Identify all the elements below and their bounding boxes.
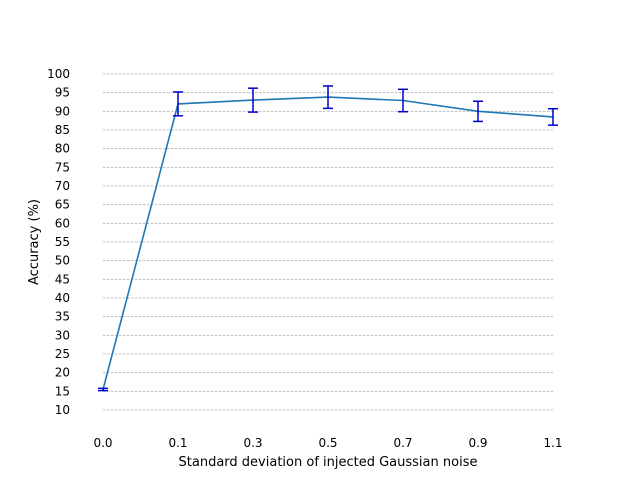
- y-tick-label-20: 20: [55, 366, 70, 380]
- error-bar-3: [323, 85, 333, 110]
- y-tick-label-25: 25: [55, 347, 70, 361]
- x-axis-label: Standard deviation of injected Gaussian …: [179, 455, 478, 470]
- y-tick-label-10: 10: [55, 403, 70, 417]
- y-tick-label-80: 80: [55, 142, 70, 156]
- y-tick-label-50: 50: [55, 254, 70, 268]
- x-tick-label-4: 0.7: [393, 436, 412, 450]
- y-tick-label-95: 95: [55, 86, 70, 100]
- x-tick-label-0: 0.0: [93, 436, 112, 450]
- x-tick-label-5: 0.9: [468, 436, 487, 450]
- y-tick-label-60: 60: [55, 216, 70, 230]
- series-line-0: [102, 96, 554, 390]
- series-layer: [102, 96, 554, 390]
- x-tick-label-1: 0.1: [168, 436, 187, 450]
- y-tick-label-70: 70: [55, 179, 70, 193]
- error-bar-5: [473, 100, 483, 123]
- y-tick-label-65: 65: [55, 198, 70, 212]
- y-tick-label-35: 35: [55, 310, 70, 324]
- y-tick-label-40: 40: [55, 291, 70, 305]
- y-tick-label-100: 100: [47, 67, 70, 81]
- y-tick-label-15: 15: [55, 384, 70, 398]
- error-bar-4: [398, 88, 408, 113]
- x-tick-label-2: 0.3: [243, 436, 262, 450]
- x-tick-label-3: 0.5: [318, 436, 337, 450]
- error-bar-1: [173, 91, 183, 117]
- y-tick-labels: 10 15 20 25 30 35 40 45 50 55 60 65 70 75 80 85 90 95 100: [47, 67, 70, 417]
- y-tick-label-85: 85: [55, 123, 70, 137]
- error-bar-0: [98, 387, 108, 392]
- error-bar-6: [548, 107, 558, 126]
- y-tick-label-75: 75: [55, 160, 70, 174]
- x-tick-label-6: 1.1: [543, 436, 562, 450]
- y-tick-label-55: 55: [55, 235, 70, 249]
- y-tick-label-90: 90: [55, 104, 70, 118]
- y-tick-label-30: 30: [55, 328, 70, 342]
- y-tick-label-45: 45: [55, 272, 70, 286]
- y-axis-label: Accuracy (%): [27, 199, 42, 285]
- x-tick-labels: 0.0 0.1 0.3 0.5 0.7 0.9 1.1: [93, 436, 562, 450]
- error-bars: [98, 85, 558, 392]
- error-bar-2: [248, 87, 258, 113]
- grid-lines: [103, 73, 553, 411]
